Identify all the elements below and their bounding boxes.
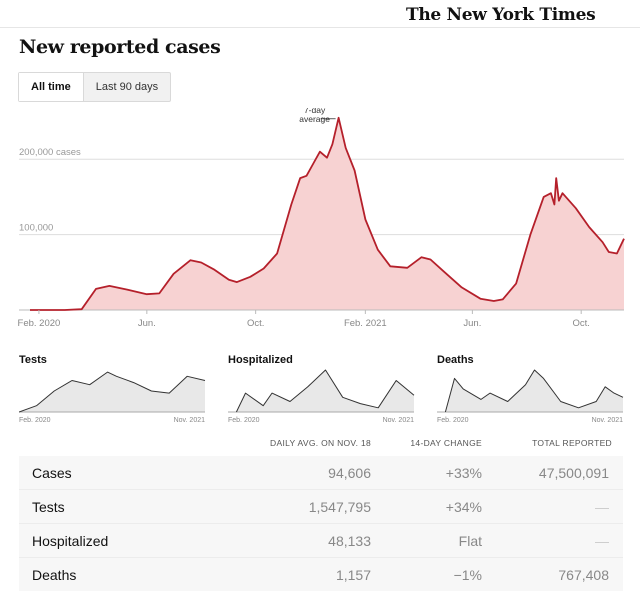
nyt-logo[interactable]: The New York Times — [406, 5, 596, 25]
tests-chart-title: Tests — [19, 354, 47, 366]
header-total-reported: TOTAL REPORTED — [532, 438, 612, 448]
mini-x-tick-end: Nov. 2021 — [592, 417, 623, 424]
deaths-chart: Feb. 2020 Nov. 2021 — [437, 369, 624, 424]
mini-line — [19, 371, 206, 413]
row-label: Tests — [32, 499, 65, 515]
row-label: Hospitalized — [32, 533, 109, 549]
cases-line — [30, 116, 625, 311]
mini-x-tick-start: Feb. 2020 — [437, 417, 469, 424]
mini-line — [444, 369, 624, 413]
hospitalized-chart: Feb. 2020 Nov. 2021 — [228, 369, 415, 424]
row-daily-avg: 1,157 — [335, 567, 371, 583]
table-header: DAILY AVG. ON NOV. 18 14-DAY CHANGE TOTA… — [0, 438, 640, 452]
mini-line — [235, 369, 415, 413]
tests-chart: Feb. 2020 Nov. 2021 — [19, 371, 206, 424]
row-daily-avg: 94,606 — [328, 465, 371, 481]
row-change: +33% — [445, 465, 482, 481]
mini-area — [445, 370, 623, 412]
table-row-cases: Cases 94,606 +33% 47,500,091 — [19, 456, 623, 490]
row-total: 767,408 — [558, 567, 609, 583]
header-14-day-change: 14-DAY CHANGE — [410, 438, 482, 448]
cases-area — [30, 117, 624, 310]
hospitalized-mini-chart: Hospitalized Feb. 2020 Nov. 2021 — [228, 354, 428, 428]
row-label: Deaths — [32, 567, 77, 583]
table-row-tests: Tests 1,547,795 +34% — — [19, 490, 623, 524]
header-daily-avg: DAILY AVG. ON NOV. 18 — [270, 438, 371, 448]
row-change: Flat — [458, 533, 482, 549]
x-tick-label: Feb. 2020 — [18, 318, 61, 329]
mini-x-tick-end: Nov. 2021 — [174, 417, 205, 424]
row-total: — — [595, 499, 609, 515]
x-tick-label: Oct. — [247, 318, 264, 329]
mini-x-tick-start: Feb. 2020 — [228, 417, 260, 424]
row-total: 47,500,091 — [538, 465, 609, 481]
x-tick-label: Feb. 2021 — [344, 318, 387, 329]
tab-last-90-days[interactable]: Last 90 days — [95, 81, 159, 93]
row-daily-avg: 1,547,795 — [308, 499, 371, 515]
tab-all-time[interactable]: All time — [19, 73, 84, 101]
row-total: — — [595, 533, 609, 549]
deaths-mini-chart: Deaths Feb. 2020 Nov. 2021 — [437, 354, 637, 428]
summary-table: Cases 94,606 +33% 47,500,091 Tests 1,547… — [19, 456, 623, 591]
time-range-tabs: All time Last 90 days — [18, 72, 172, 102]
mini-x-tick-end: Nov. 2021 — [383, 417, 414, 424]
mini-x-tick-start: Feb. 2020 — [19, 417, 51, 424]
page-title: New reported cases — [19, 36, 221, 58]
table-row-hospitalized: Hospitalized 48,133 Flat — — [19, 524, 623, 558]
mini-area — [236, 370, 414, 412]
mini-area — [19, 372, 205, 412]
x-tick-label: Jun. — [463, 318, 481, 329]
masthead: The New York Times — [0, 3, 640, 28]
x-tick-label: Jun. — [138, 318, 156, 329]
y-tick-label: 200,000 cases — [19, 147, 81, 158]
annotation-label-line1: 7-day — [304, 108, 326, 115]
tests-mini-chart: Tests Feb. 2020 Nov. 2021 — [19, 354, 219, 428]
deaths-chart-title: Deaths — [437, 354, 474, 366]
hospitalized-chart-title: Hospitalized — [228, 354, 293, 366]
annotation-label-line2: average — [299, 114, 330, 124]
row-change: +34% — [445, 499, 482, 515]
x-tick-label: Oct. — [572, 318, 589, 329]
table-row-deaths: Deaths 1,157 −1% 767,408 — [19, 558, 623, 591]
row-daily-avg: 48,133 — [328, 533, 371, 549]
y-tick-label: 100,000 — [19, 223, 53, 234]
row-change: −1% — [453, 567, 482, 583]
row-label: Cases — [32, 465, 72, 481]
